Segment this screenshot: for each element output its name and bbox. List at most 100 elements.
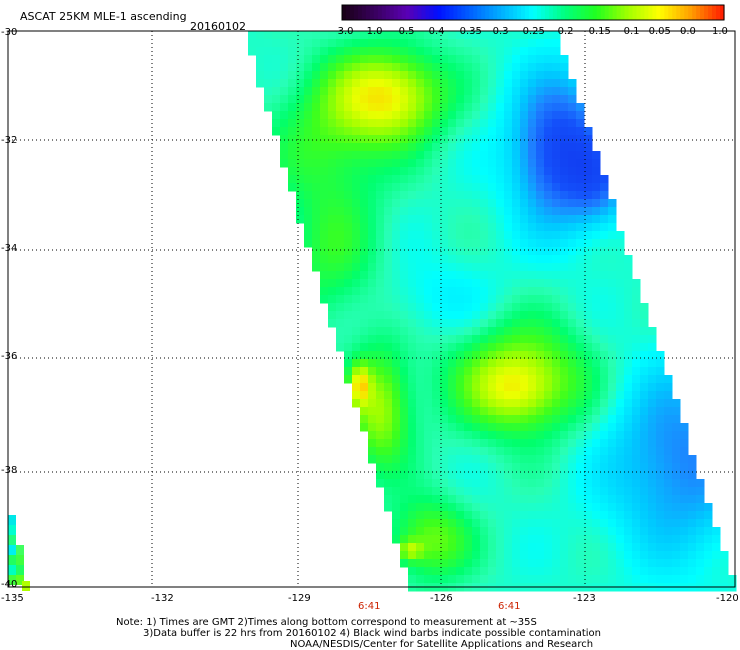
colorbar-swatch [473,5,478,20]
colorbar-swatch [485,5,490,20]
colorbar-swatch [620,5,626,20]
colorbar-swatch [716,5,721,20]
lat-label: -34 [1,243,18,254]
colorbar-swatch [684,5,689,20]
colorbar-swatch [548,5,554,20]
lat-label: -36 [1,351,18,362]
colorbar-swatch [381,5,387,20]
colorbar-swatch [457,5,462,20]
colorbar-swatch [425,5,431,20]
footer-credit: NOAA/NESDIS/Center for Satellite Applica… [290,639,594,650]
colorbar-swatch [572,5,578,20]
colorbar-swatch [700,5,705,20]
colorbar-swatch [529,5,534,20]
colorbar-swatch [612,5,618,20]
colorbar-swatch [672,5,677,20]
lon-label: -129 [288,593,311,604]
colorbar-swatch [405,5,411,20]
colorbar-swatch [429,5,435,20]
colorbar-swatch [373,5,379,20]
colorbar-swatch [712,5,717,20]
colorbar-swatch [580,5,586,20]
colorbar-swatch [353,5,359,20]
colorbar-swatch [469,5,474,20]
colorbar-swatch [533,5,538,20]
colorbar-swatch [604,5,610,20]
colorbar-label: -0.3 [489,26,509,37]
colorbar-swatch [365,5,371,20]
map-frame [7,30,736,588]
colorbar-swatch [652,5,657,20]
colorbar-swatch [389,5,395,20]
colorbar-swatch [696,5,701,20]
map-gridlines [8,31,735,587]
lon-label: -120 [716,593,739,604]
lat-label: -38 [1,465,18,476]
time-label: 6:41 [498,601,521,612]
colorbar-swatch [608,5,614,20]
colorbar-swatch [660,5,665,20]
colorbar-swatch [664,5,669,20]
footer-note-2: 3)Data buffer is 22 hrs from 20160102 4)… [143,628,601,639]
colorbar-swatch [576,5,582,20]
colorbar-label: -0.15 [585,26,611,37]
colorbar-swatch [536,5,542,20]
colorbar-label: -0.25 [519,26,545,37]
colorbar-swatch [349,5,355,20]
colorbar-swatch [676,5,681,20]
colorbar-swatch [441,5,447,20]
colorbar-swatch [568,5,574,20]
lon-label: -126 [430,593,453,604]
colorbar-swatch [421,5,427,20]
colorbar-swatch [720,5,725,20]
colorbar-swatch [644,5,649,20]
colorbar-swatch [481,5,486,20]
colorbar-swatch [509,5,514,20]
wind-swath [248,31,737,592]
colorbar-swatch [453,5,458,20]
colorbar-swatch [600,5,606,20]
colorbar-swatch [413,5,419,20]
colorbar-swatch [465,5,470,20]
colorbar-swatch [556,5,562,20]
colorbar-swatch [560,5,566,20]
colorbar-swatch [417,5,423,20]
colorbar-swatch [584,5,590,20]
colorbar-swatch [449,5,455,20]
colorbar-swatch [369,5,375,20]
colorbar-label: -3.0 [334,26,354,37]
colorbar-swatch [640,5,646,20]
colorbar-swatch [680,5,685,20]
lat-label: -30 [1,27,18,38]
colorbar-label: -0.2 [554,26,574,37]
colorbar-swatch [564,5,570,20]
colorbar-label: -0.5 [395,26,415,37]
colorbar-label: -0.05 [645,26,671,37]
colorbar-swatch [656,5,661,20]
lat-label: -32 [1,135,18,146]
colorbar-swatch [513,5,518,20]
colorbar [341,4,725,21]
colorbar-swatch [540,5,546,20]
colorbar-swatch [692,5,697,20]
map-date: 20160102 [190,20,246,33]
colorbar-swatch [544,5,550,20]
colorbar-swatch [501,5,506,20]
map-title: ASCAT 25KM MLE-1 ascending [20,10,187,23]
colorbar-label: -0.4 [425,26,445,37]
colorbar-label: 1.0 [712,26,728,37]
colorbar-swatch [497,5,502,20]
colorbar-swatch [393,5,399,20]
colorbar-swatch [489,5,494,20]
colorbar-swatch [588,5,594,20]
colorbar-swatch [385,5,391,20]
colorbar-swatch [342,5,347,20]
colorbar-swatch [397,5,403,20]
colorbar-swatch [592,5,598,20]
colorbar-label: 0.0 [680,26,696,37]
colorbar-swatch [409,5,415,20]
colorbar-swatch [517,5,522,20]
colorbar-swatch [357,5,363,20]
colorbar-swatch [493,5,498,20]
